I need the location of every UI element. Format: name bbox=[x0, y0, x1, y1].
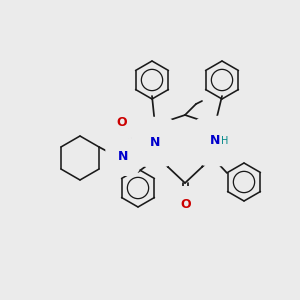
Text: N: N bbox=[150, 136, 160, 148]
Text: H: H bbox=[221, 136, 229, 146]
Text: O: O bbox=[117, 116, 127, 128]
Text: N: N bbox=[210, 134, 220, 148]
Text: H: H bbox=[117, 145, 125, 155]
Text: N: N bbox=[118, 151, 128, 164]
Text: O: O bbox=[181, 199, 191, 212]
